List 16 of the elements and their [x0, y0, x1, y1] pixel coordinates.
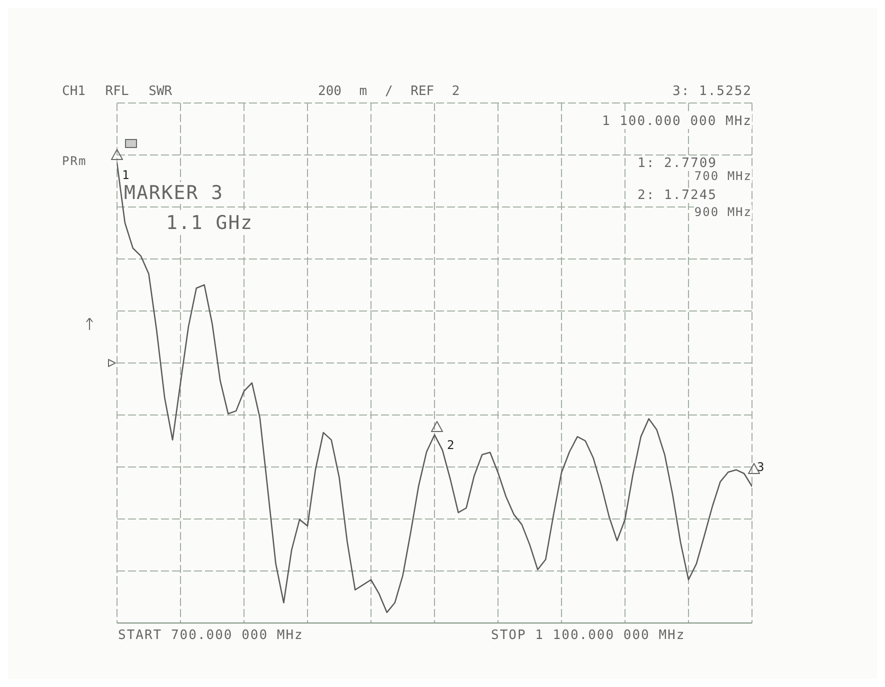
annotation: 1.1 GHz — [166, 212, 254, 234]
annotation: MARKER 3 — [124, 182, 224, 204]
annotation: 2: 1.7245 — [638, 188, 717, 203]
annotation: 700 MHz — [694, 169, 752, 183]
chart-title: CH1 RFL SWR — [62, 84, 172, 99]
annotation: 1 — [122, 168, 130, 182]
annotation: 1: 2.7709 — [638, 156, 717, 171]
text: 3: 1.5252 — [672, 84, 752, 99]
chart-subtitle: 200 m / REF 2 — [318, 84, 460, 99]
text: PRm — [62, 154, 87, 168]
text: 1 100.000 000 MHz — [602, 114, 752, 129]
annotation: 2 — [447, 438, 456, 452]
text: START 700.000 000 MHz — [118, 628, 304, 643]
text: 3 — [757, 460, 766, 474]
annotation: 900 MHz — [694, 205, 752, 219]
text: STOP 1 100.000 000 MHz — [491, 628, 686, 643]
